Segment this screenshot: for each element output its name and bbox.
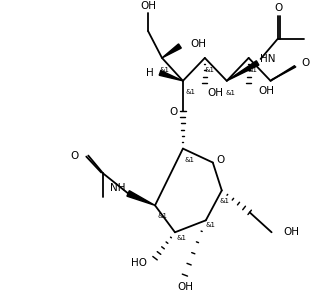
Polygon shape [227, 61, 259, 81]
Text: HN: HN [260, 54, 275, 64]
Text: &1: &1 [177, 235, 187, 241]
Text: NH: NH [109, 183, 125, 193]
Text: OH: OH [190, 39, 206, 49]
Text: &1: &1 [185, 157, 195, 162]
Text: &1: &1 [160, 67, 170, 73]
Text: &1: &1 [226, 90, 236, 96]
Polygon shape [127, 191, 155, 205]
Text: &1: &1 [220, 198, 230, 204]
Text: OH: OH [284, 227, 299, 237]
Text: HO: HO [131, 258, 147, 268]
Polygon shape [159, 70, 183, 81]
Text: OH: OH [140, 1, 156, 11]
Text: &1: &1 [206, 222, 216, 228]
Text: O: O [70, 151, 78, 161]
Text: &1: &1 [248, 67, 258, 73]
Text: &1: &1 [205, 67, 215, 73]
Text: O: O [170, 107, 178, 117]
Text: O: O [301, 58, 310, 68]
Polygon shape [162, 44, 181, 58]
Text: OH: OH [259, 86, 275, 96]
Text: &1: &1 [158, 213, 168, 219]
Text: O: O [274, 3, 283, 13]
Text: O: O [217, 155, 225, 165]
Text: OH: OH [208, 88, 224, 98]
Text: &1: &1 [186, 89, 196, 95]
Text: H: H [146, 68, 154, 78]
Text: OH: OH [177, 282, 193, 292]
